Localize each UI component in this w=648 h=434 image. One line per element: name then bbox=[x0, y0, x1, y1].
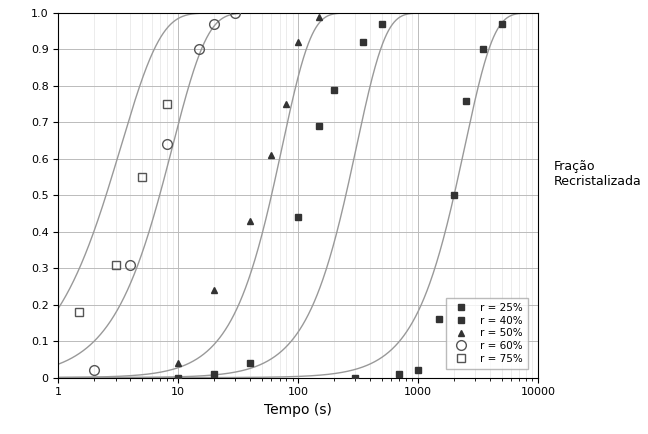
Text: Fração
Recristalizada: Fração Recristalizada bbox=[554, 160, 642, 187]
X-axis label: Tempo (s): Tempo (s) bbox=[264, 403, 332, 417]
Legend: r = 25%, r = 40%, r = 50%, r = 60%, r = 75%: r = 25%, r = 40%, r = 50%, r = 60%, r = … bbox=[446, 298, 528, 369]
